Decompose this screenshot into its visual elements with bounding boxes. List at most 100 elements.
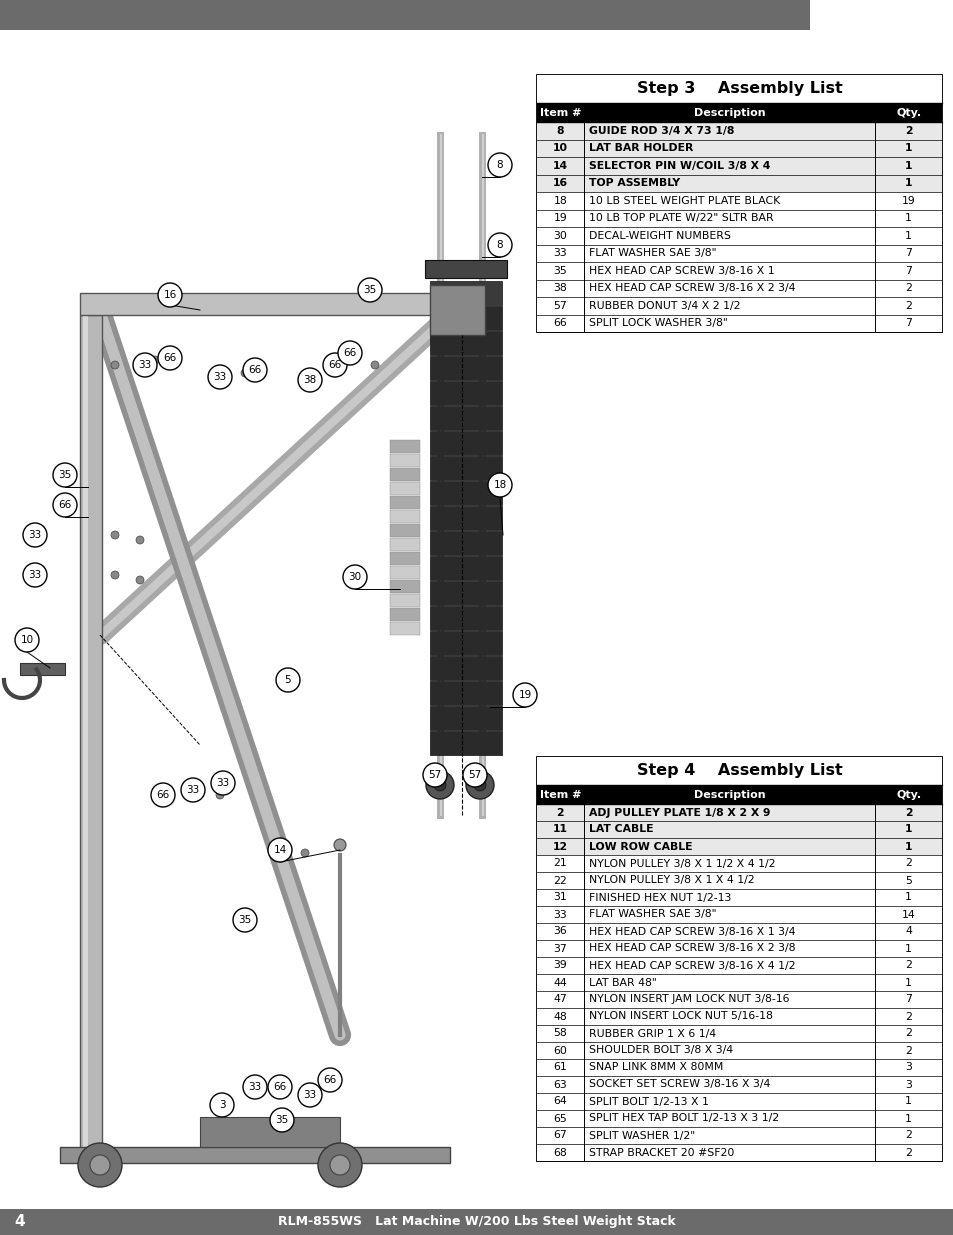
Circle shape: [275, 1083, 284, 1091]
Circle shape: [270, 1108, 294, 1132]
Text: NYLON INSERT JAM LOCK NUT 3/8-16: NYLON INSERT JAM LOCK NUT 3/8-16: [588, 994, 788, 1004]
Text: 33: 33: [553, 909, 567, 920]
Bar: [537, 821, 941, 839]
Text: 1: 1: [903, 841, 911, 851]
Bar: [430, 406, 501, 430]
Text: 2: 2: [556, 808, 563, 818]
Bar: [430, 331, 501, 354]
Text: 33: 33: [29, 571, 42, 580]
Text: SPLIT LOCK WASHER 3/8": SPLIT LOCK WASHER 3/8": [588, 319, 726, 329]
Circle shape: [301, 848, 309, 857]
Text: 7: 7: [904, 319, 911, 329]
Circle shape: [488, 233, 512, 257]
Text: 66: 66: [156, 790, 170, 800]
Circle shape: [156, 790, 164, 799]
Bar: [537, 315, 941, 332]
Bar: [430, 285, 484, 335]
Text: 66: 66: [323, 1074, 336, 1086]
Bar: [430, 382, 501, 405]
Circle shape: [90, 1155, 110, 1174]
Text: 33: 33: [216, 778, 230, 788]
Bar: [537, 1110, 941, 1128]
Circle shape: [243, 358, 267, 382]
Text: NYLON INSERT LOCK NUT 5/16-18: NYLON INSERT LOCK NUT 5/16-18: [588, 1011, 772, 1021]
Circle shape: [132, 353, 157, 377]
Text: 4: 4: [14, 1214, 25, 1230]
Circle shape: [513, 683, 537, 706]
Text: Step 4    Assembly List: Step 4 Assembly List: [636, 763, 841, 778]
Text: 4: 4: [904, 926, 911, 936]
Text: 66: 66: [163, 353, 176, 363]
Bar: [537, 872, 941, 889]
Text: 1: 1: [903, 143, 911, 153]
Text: DECAL-WEIGHT NUMBERS: DECAL-WEIGHT NUMBERS: [588, 231, 730, 241]
Text: Qty.: Qty.: [895, 789, 921, 799]
Circle shape: [271, 848, 278, 857]
Bar: [537, 839, 941, 855]
Text: ADJ PULLEY PLATE 1/8 X 2 X 9: ADJ PULLEY PLATE 1/8 X 2 X 9: [588, 808, 769, 818]
Bar: [430, 706, 501, 730]
Bar: [537, 785, 941, 804]
Text: 10: 10: [552, 143, 567, 153]
Text: 66: 66: [248, 366, 261, 375]
Circle shape: [331, 369, 338, 377]
Text: SPLIT WASHER 1/2": SPLIT WASHER 1/2": [588, 1130, 694, 1140]
Bar: [537, 757, 941, 785]
Text: HEX HEAD CAP SCREW 3/8-16 X 2 3/4: HEX HEAD CAP SCREW 3/8-16 X 2 3/4: [588, 283, 794, 293]
Bar: [430, 656, 501, 680]
Bar: [430, 580, 501, 605]
Circle shape: [297, 368, 322, 391]
Circle shape: [111, 571, 119, 579]
Circle shape: [151, 356, 159, 364]
Text: 10: 10: [20, 635, 33, 645]
Text: 61: 61: [553, 1062, 567, 1072]
Bar: [430, 506, 501, 530]
Bar: [430, 356, 501, 380]
Bar: [430, 431, 501, 454]
Circle shape: [465, 771, 494, 799]
Text: RUBBER GRIP 1 X 6 1/4: RUBBER GRIP 1 X 6 1/4: [588, 1029, 715, 1039]
Text: 48: 48: [553, 1011, 567, 1021]
Text: LOW ROW CABLE: LOW ROW CABLE: [588, 841, 691, 851]
Text: 38: 38: [553, 283, 567, 293]
Text: 1: 1: [904, 893, 911, 903]
Bar: [80, 315, 102, 1155]
Bar: [537, 1076, 941, 1093]
Circle shape: [210, 1093, 233, 1116]
Text: 10 LB TOP PLATE W/22" SLTR BAR: 10 LB TOP PLATE W/22" SLTR BAR: [588, 214, 772, 224]
Bar: [537, 1042, 941, 1058]
Text: FLAT WASHER SAE 3/8": FLAT WASHER SAE 3/8": [588, 248, 716, 258]
Circle shape: [268, 1074, 292, 1099]
Circle shape: [15, 629, 39, 652]
Text: 18: 18: [553, 196, 567, 206]
Text: NYLON PULLEY 3/8 X 1 1/2 X 4 1/2: NYLON PULLEY 3/8 X 1 1/2 X 4 1/2: [588, 858, 774, 868]
Text: 1: 1: [904, 214, 911, 224]
Text: 47: 47: [553, 994, 567, 1004]
Text: 11: 11: [552, 825, 567, 835]
Text: SNAP LINK 8MM X 80MM: SNAP LINK 8MM X 80MM: [588, 1062, 722, 1072]
Bar: [430, 531, 501, 555]
Text: 58: 58: [553, 1029, 567, 1039]
Bar: [430, 556, 501, 580]
Circle shape: [357, 278, 381, 303]
Text: SELECTOR PIN W/COIL 3/8 X 4: SELECTOR PIN W/COIL 3/8 X 4: [588, 161, 769, 170]
Text: 21: 21: [553, 858, 567, 868]
Bar: [537, 122, 941, 140]
Text: 14: 14: [274, 845, 286, 855]
Text: 65: 65: [553, 1114, 567, 1124]
Text: 33: 33: [303, 1091, 316, 1100]
Text: 33: 33: [186, 785, 199, 795]
Text: 66: 66: [553, 319, 567, 329]
Circle shape: [317, 1144, 361, 1187]
Text: 8: 8: [497, 161, 503, 170]
Bar: [0, 30, 539, 1209]
Text: 35: 35: [58, 471, 71, 480]
Bar: [537, 990, 941, 1008]
Text: 19: 19: [517, 690, 531, 700]
Text: 1: 1: [903, 178, 911, 188]
Bar: [537, 191, 941, 210]
Text: 66: 66: [328, 359, 341, 370]
Text: 44: 44: [553, 977, 567, 988]
Text: 10 LB STEEL WEIGHT PLATE BLACK: 10 LB STEEL WEIGHT PLATE BLACK: [588, 196, 779, 206]
Text: HEX HEAD CAP SCREW 3/8-16 X 1 3/4: HEX HEAD CAP SCREW 3/8-16 X 1 3/4: [588, 926, 794, 936]
